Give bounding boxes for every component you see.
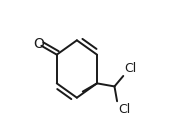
Text: Cl: Cl bbox=[124, 62, 136, 75]
Text: Cl: Cl bbox=[118, 103, 130, 116]
Text: O: O bbox=[33, 37, 44, 51]
